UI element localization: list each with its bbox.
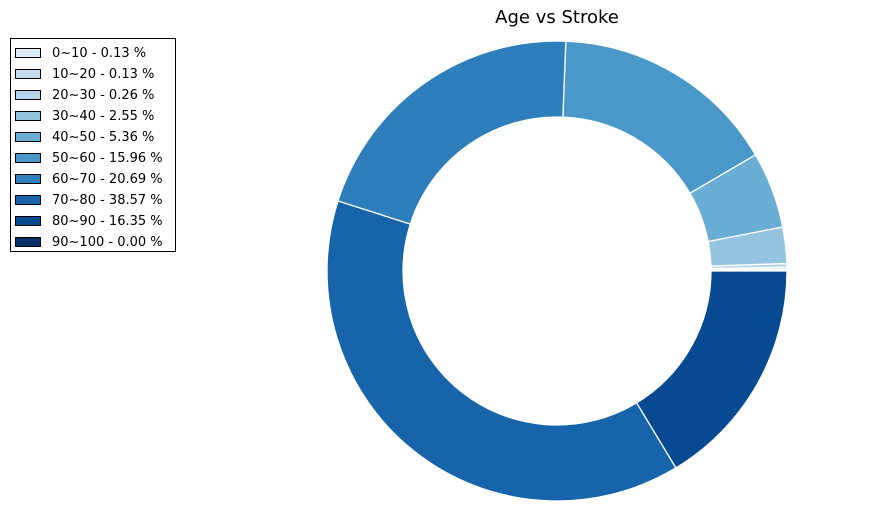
donut-slice-80~90 — [635, 270, 788, 469]
legend-swatch — [15, 174, 41, 184]
legend-item-70~80: 70~80 - 38.57 % — [15, 190, 163, 210]
legend-label: 70~80 - 38.57 % — [52, 192, 163, 208]
legend-item-20~30: 20~30 - 0.26 % — [15, 85, 154, 105]
legend-item-10~20: 10~20 - 0.13 % — [15, 64, 154, 84]
legend-item-80~90: 80~90 - 16.35 % — [15, 211, 163, 231]
legend-swatch — [15, 216, 41, 226]
legend-swatch — [15, 69, 41, 79]
legend-item-0~10: 0~10 - 0.13 % — [15, 43, 146, 63]
legend-swatch — [15, 153, 41, 163]
legend-label: 0~10 - 0.13 % — [52, 45, 147, 61]
donut-slice-50~60 — [562, 40, 757, 195]
legend-label: 50~60 - 15.96 % — [52, 150, 163, 166]
legend-label: 10~20 - 0.13 % — [52, 66, 155, 82]
legend: 0~10 - 0.13 % 10~20 - 0.13 % 20~30 - 0.26 … — [10, 38, 176, 252]
chart-title: Age vs Stroke — [495, 7, 619, 28]
legend-label: 80~90 - 16.35 % — [52, 213, 163, 229]
legend-item-30~40: 30~40 - 2.55 % — [15, 106, 154, 126]
legend-swatch — [15, 111, 41, 121]
legend-swatch — [15, 90, 41, 100]
legend-label: 90~100 - 0.00 % — [52, 234, 163, 250]
legend-swatch — [15, 195, 41, 205]
legend-label: 60~70 - 20.69 % — [52, 171, 163, 187]
legend-item-40~50: 40~50 - 5.36 % — [15, 127, 154, 147]
legend-item-50~60: 50~60 - 15.96 % — [15, 148, 163, 168]
legend-swatch — [15, 237, 41, 247]
legend-label: 30~40 - 2.55 % — [52, 108, 155, 124]
legend-item-90~100: 90~100 - 0.00 % — [15, 232, 163, 252]
legend-label: 40~50 - 5.36 % — [52, 129, 155, 145]
donut-slice-70~80 — [326, 200, 677, 502]
legend-swatch — [15, 48, 41, 58]
legend-swatch — [15, 132, 41, 142]
legend-item-60~70: 60~70 - 20.69 % — [15, 169, 163, 189]
donut-slice-60~70 — [337, 40, 567, 225]
legend-label: 20~30 - 0.26 % — [52, 87, 155, 103]
